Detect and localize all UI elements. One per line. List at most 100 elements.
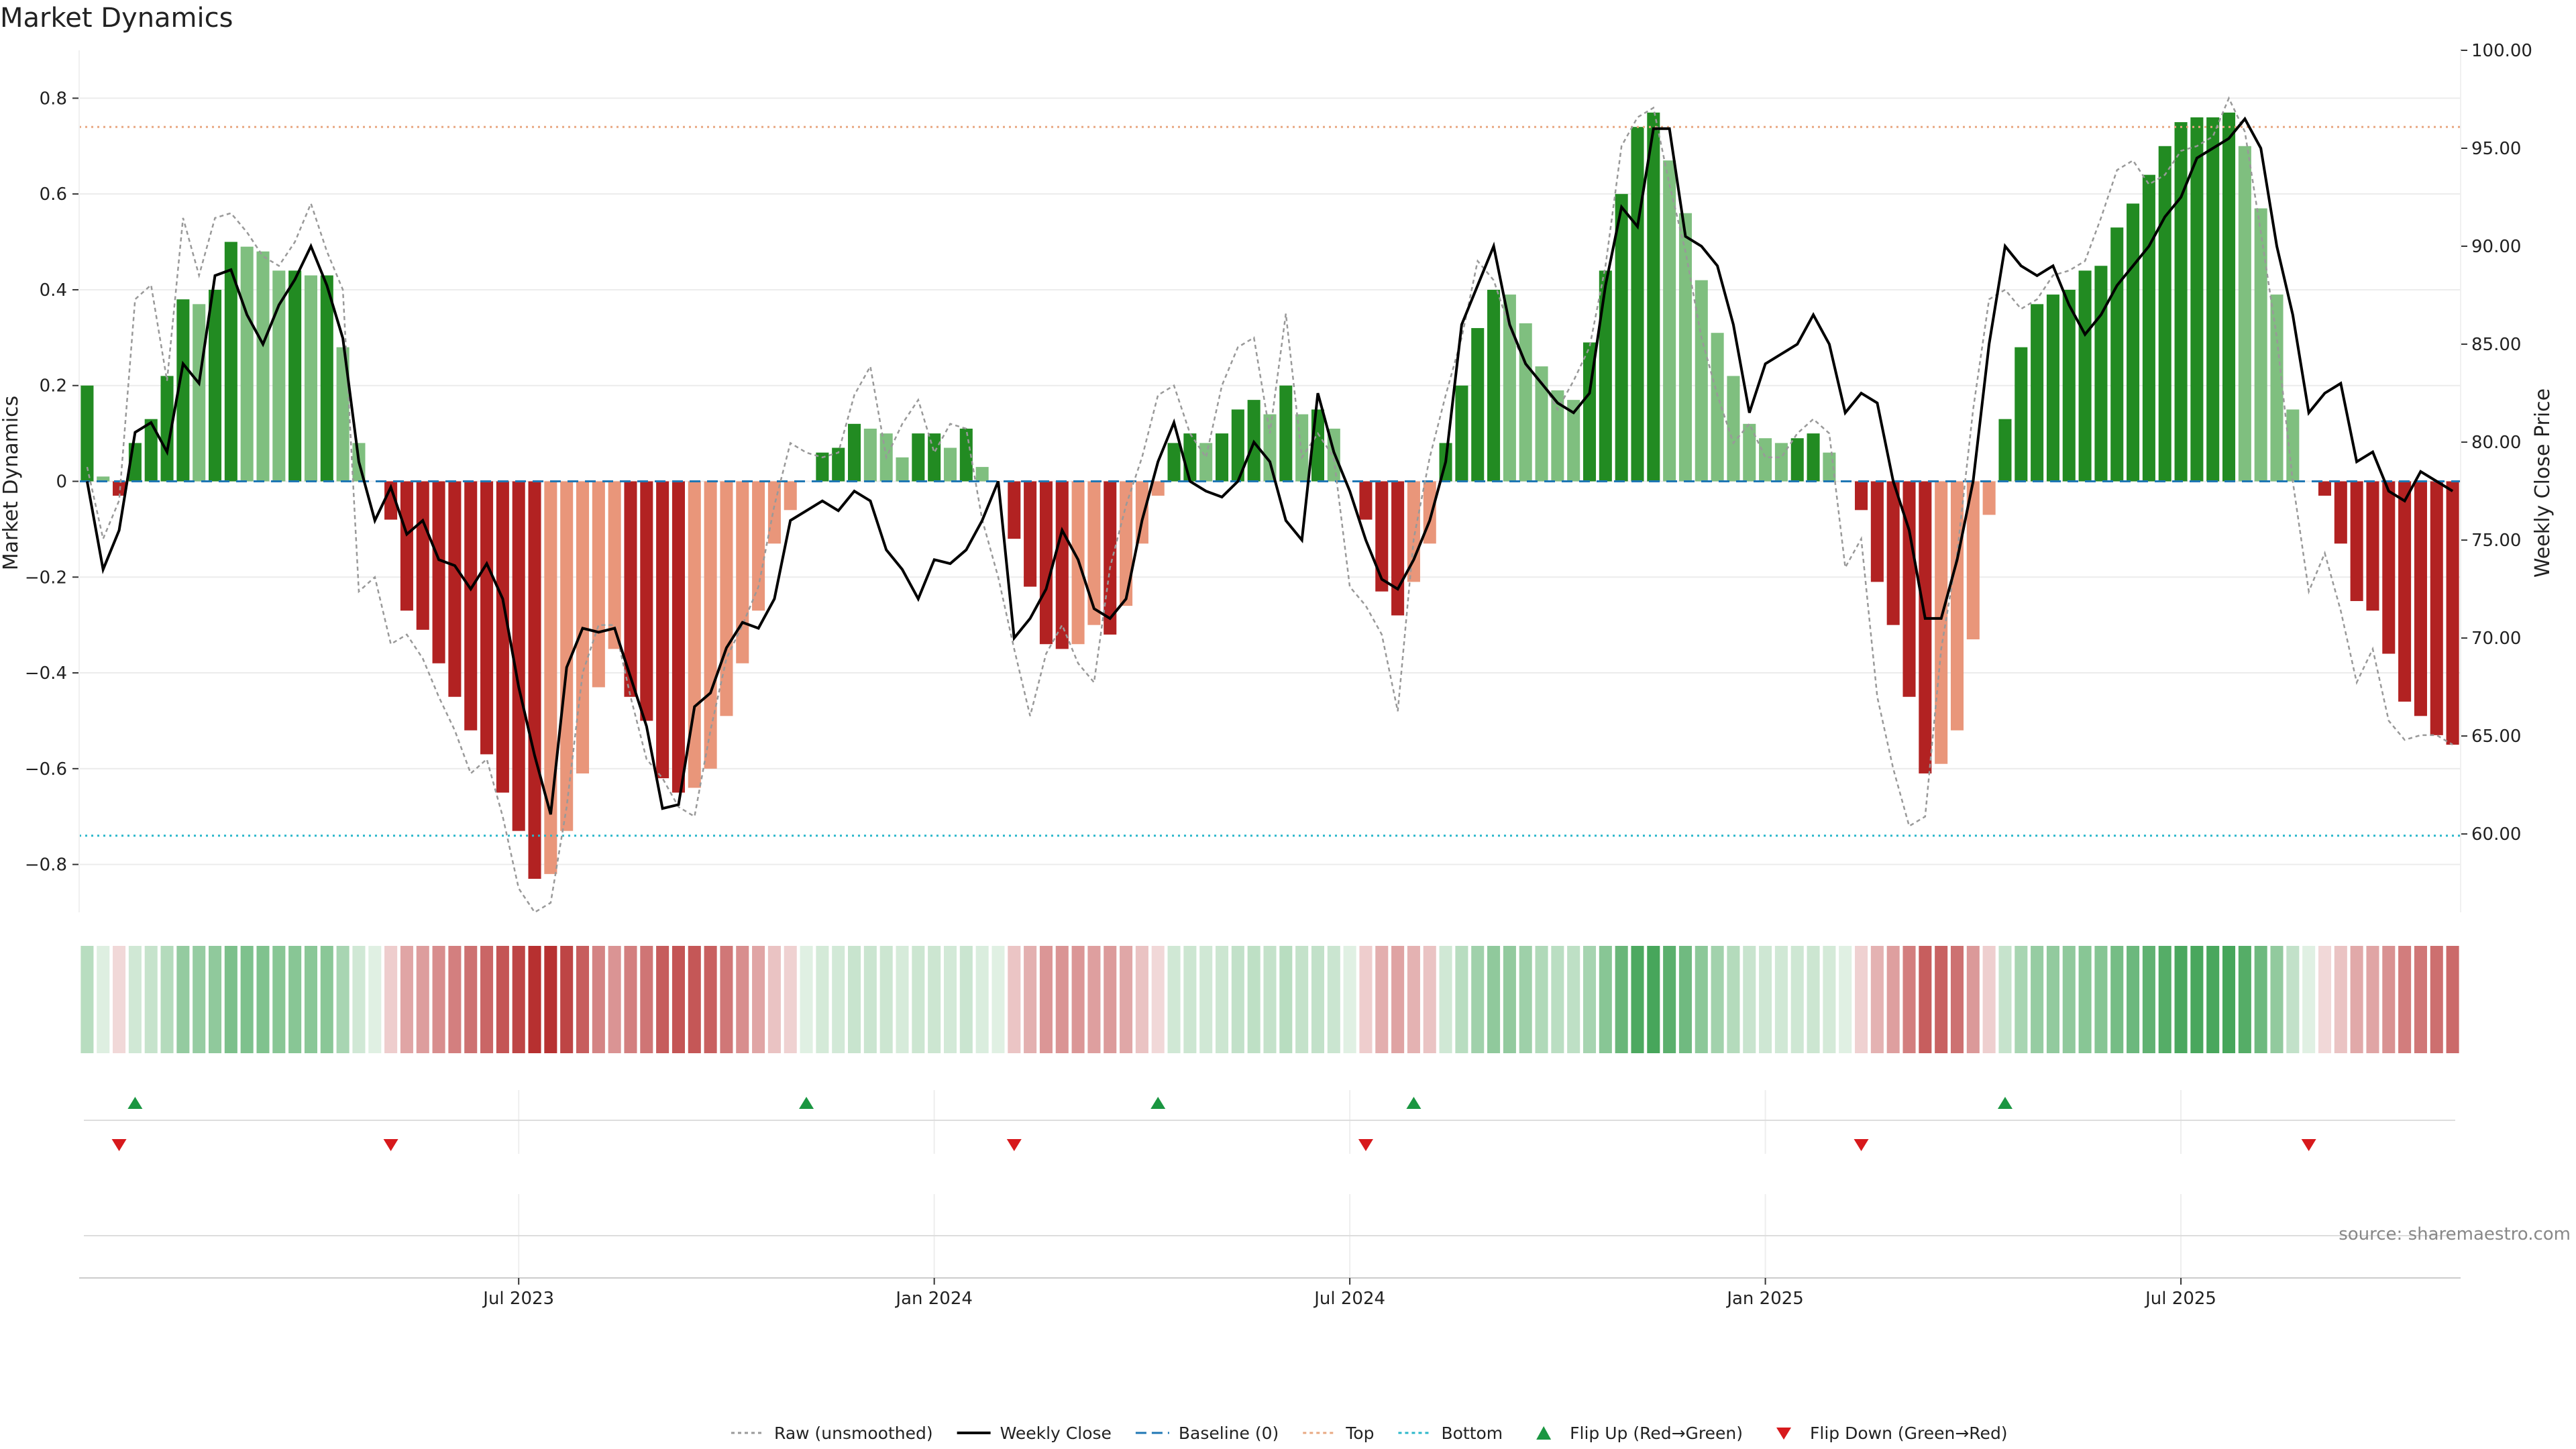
heatmap-cell [80, 946, 94, 1053]
dynamics-bar [1615, 194, 1628, 482]
heatmap-cell [240, 946, 254, 1053]
dynamics-bar [752, 481, 765, 611]
dynamics-bar [1199, 443, 1213, 482]
dynamics-bar [959, 428, 973, 482]
dynamics-bar [1631, 127, 1644, 482]
heatmap-cell [1966, 946, 1980, 1053]
y2-axis-label: Weekly Close Price [2531, 388, 2555, 578]
flip-down-marker [1006, 1139, 1022, 1151]
heatmap-cell [1455, 946, 1468, 1053]
dynamics-bar [1870, 481, 1884, 582]
heatmap-cell [1327, 946, 1340, 1053]
heatmap-cell [624, 946, 637, 1053]
heatmap-cell [1807, 946, 1820, 1053]
heatmap-cell [848, 946, 861, 1053]
heatmap-cell [2158, 946, 2171, 1053]
dynamics-bar [2062, 289, 2076, 482]
heatmap-cell [2286, 946, 2300, 1053]
y2-tick-label: 85.00 [2471, 335, 2521, 355]
y-tick-label: 0 [56, 472, 67, 492]
heatmap-cell [2094, 946, 2108, 1053]
heatmap-cell [752, 946, 765, 1053]
heatmap-cell [991, 946, 1005, 1053]
dynamics-bar [2174, 122, 2188, 482]
dynamics-bar [1966, 481, 1980, 640]
dynamics-bar [767, 481, 781, 544]
dynamics-bar [2318, 481, 2332, 496]
heatmap-cell [1998, 946, 2012, 1053]
dynamics-bar [1359, 481, 1373, 520]
dynamics-bar [1455, 385, 1468, 482]
heatmap-cell [2302, 946, 2316, 1053]
dynamics-bar [2158, 146, 2171, 482]
y-tick-label: 0.2 [40, 376, 67, 396]
dynamics-bar [592, 481, 605, 688]
heatmap-cell [1071, 946, 1085, 1053]
heatmap-cell [2142, 946, 2155, 1053]
dynamics-bar [672, 481, 685, 793]
dynamics-bar [1167, 443, 1181, 482]
dynamics-bar [975, 467, 989, 482]
flip-markers-panel [84, 1090, 2455, 1154]
heatmap-cell [1839, 946, 1852, 1053]
heatmap-cell [416, 946, 429, 1053]
heatmap-cell [1167, 946, 1181, 1053]
legend-entry-label: Flip Down (Green→Red) [1810, 1424, 2008, 1443]
dynamics-bar [416, 481, 429, 630]
heatmap-cell [480, 946, 494, 1053]
dynamics-bar [256, 251, 270, 482]
dynamics-bar [688, 481, 701, 788]
dynamics-bar [1391, 481, 1405, 616]
heatmap-cell [1711, 946, 1724, 1053]
dynamics-bar [1039, 481, 1053, 645]
heatmap-cell [1567, 946, 1580, 1053]
dynamics-bar [480, 481, 494, 755]
heatmap-cell [528, 946, 541, 1053]
heatmap-cell [544, 946, 557, 1053]
heatmap-cell [1487, 946, 1501, 1053]
heatmap-cell [863, 946, 877, 1053]
dynamics-bar [1487, 289, 1501, 482]
dynamics-bar [2414, 481, 2427, 716]
dynamics-bar [1935, 481, 1948, 764]
heatmap-cell [2046, 946, 2059, 1053]
dynamics-bar [193, 304, 206, 482]
heatmap-cell [959, 946, 973, 1053]
heatmap-cell [2254, 946, 2267, 1053]
heatmap-cell [160, 946, 174, 1053]
heatmap-cell [2206, 946, 2220, 1053]
y2-tick-label: 90.00 [2471, 237, 2521, 257]
heatmap-cell [384, 946, 398, 1053]
heatmap-cell [464, 946, 478, 1053]
dynamics-bar [912, 433, 925, 482]
y-tick-label: 0.6 [40, 184, 67, 205]
heatmap-cell [1727, 946, 1740, 1053]
flip-up-marker [1406, 1097, 1421, 1109]
heatmap-cell [800, 946, 813, 1053]
dynamics-bar [1886, 481, 1900, 625]
dynamics-bar [2190, 117, 2204, 482]
y2-tick-label: 60.00 [2471, 824, 2521, 845]
x-tick-label: Jul 2025 [2144, 1289, 2216, 1309]
dynamics-bar [943, 447, 957, 482]
heatmap-cell [1120, 946, 1133, 1053]
heatmap-cell [1471, 946, 1485, 1053]
heatmap-cell [2446, 946, 2459, 1053]
dynamics-bar [400, 481, 413, 611]
heatmap-strip [80, 946, 2459, 1053]
heatmap-cell [879, 946, 893, 1053]
heatmap-cell [767, 946, 781, 1053]
dynamics-bar [1231, 409, 1244, 482]
dynamics-bar [1471, 328, 1485, 482]
dynamics-bar [720, 481, 733, 716]
legend-entry-label: Baseline (0) [1179, 1424, 1279, 1443]
dynamics-bar [1855, 481, 1868, 511]
dynamics-bar [2382, 481, 2396, 654]
flip-up-marker [1997, 1097, 2012, 1109]
dynamics-bar [1263, 414, 1277, 482]
heatmap-cell [816, 946, 829, 1053]
heatmap-cell [1886, 946, 1900, 1053]
heatmap-cell [1263, 946, 1277, 1053]
heatmap-cell [1375, 946, 1389, 1053]
heatmap-cell [320, 946, 333, 1053]
